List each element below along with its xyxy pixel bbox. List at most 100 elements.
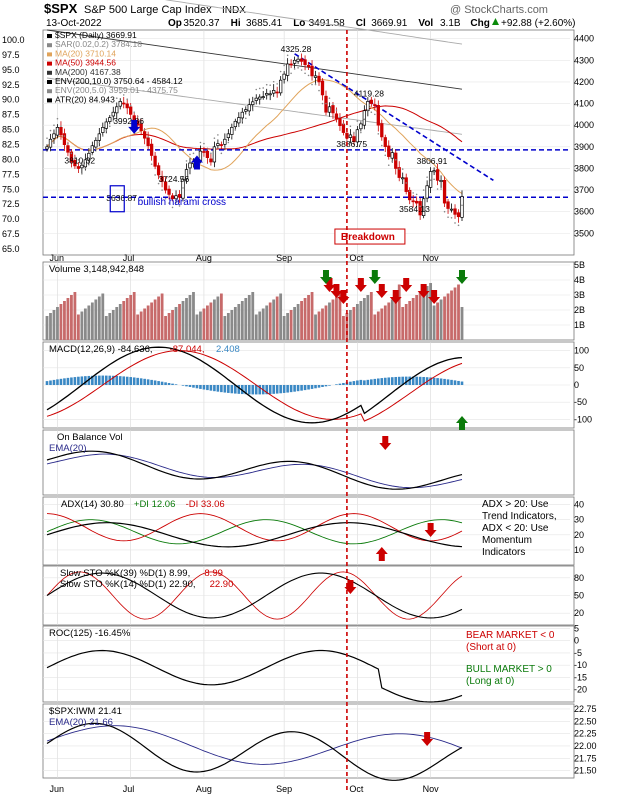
candle-body [91,146,94,153]
volume-bar [457,285,460,341]
macd-histogram-bar [168,383,171,385]
candle-body [206,151,209,157]
candle-body [251,102,254,105]
macd-histogram-bar [297,385,300,391]
panel-legend: $SPX:IWM 21.41 [49,706,122,717]
volume-tick-label: 1B [574,320,585,330]
volume-bar [112,310,115,340]
month-label: Jul [123,784,135,794]
volume-bar [447,294,450,341]
macd-histogram-bar [74,377,77,385]
macd-histogram-bar [377,378,380,385]
roc-note: (Long at 0) [466,676,514,687]
macd-histogram-bar [53,380,56,385]
price-label: 4119.28 [354,88,384,98]
candle-body [461,197,464,218]
volume-bar [359,301,362,340]
macd-histogram-bar [443,379,446,385]
volume-bar [140,312,143,341]
sar-dot [203,143,205,145]
macd-histogram-bar [356,380,359,385]
candle-body [77,167,80,169]
volume-bar [272,300,275,341]
candle-body [290,64,293,65]
volume-bar [46,316,49,340]
candle-body [53,134,56,138]
candle-body [377,105,380,125]
macd-histogram-bar [67,378,70,385]
left-axis-tick-label: 77.5 [2,169,20,179]
sar-dot [332,103,334,105]
sar-dot [161,189,163,191]
breakdown-label: Breakdown [341,232,395,243]
sar-dot [133,111,135,113]
macd-histogram-bar [126,377,129,385]
left-axis-tick-label: 70.0 [2,214,20,224]
candle-body [56,127,59,135]
volume-bar [164,316,167,340]
candle-body [189,163,192,168]
macd-histogram-bar [447,379,450,385]
macd-histogram-bar [325,385,328,386]
sar-dot [290,72,292,74]
candle-body [49,139,52,147]
volume-bar [248,295,251,340]
volume-bar [227,313,230,340]
candle-body [217,144,220,146]
macd-histogram-bar [98,376,101,385]
volume-bar [258,312,261,341]
roc-tick-label: -15 [574,672,587,682]
macd-histogram-bar [231,385,234,393]
macd-histogram-bar [440,378,443,385]
candle-body [307,65,310,67]
up-arrow-icon [376,547,388,561]
obv-ema-line [47,454,462,488]
sar-dot [308,75,310,77]
volume-bar [115,307,118,340]
volume-bar [391,300,394,341]
macd-histogram-bar [387,377,390,385]
month-label: Aug [196,784,212,794]
sar-dot [262,87,264,89]
sar-dot [381,145,383,147]
macd-panel: MACD(12,26,9) -84.636,-87.044,2.408 [46,344,468,430]
macd-histogram-bar [461,382,464,385]
volume-bar [436,303,439,341]
panel-legend: -DI 33.06 [186,499,225,510]
macd-histogram-bar [318,385,321,388]
watermark: @ StockCharts.com [450,4,548,16]
roc-note: BEAR MARKET < 0 [466,630,555,641]
candle-body [143,132,146,139]
volume-bar [189,295,192,340]
volume-bar [363,298,366,340]
price-tick-label: 4200 [574,77,594,87]
symbol: $SPX [44,1,78,16]
macd-histogram-bar [206,385,209,390]
panel-legend: Slow STO %K(14) %D(1) 22.90, [60,579,196,590]
sar-dot [95,148,97,150]
sar-dot [304,72,306,74]
volume-bar [342,316,345,340]
candle-body [105,122,108,128]
sar-dot [398,168,400,170]
candle-body [436,170,439,181]
price-tick-label: 3900 [574,142,594,152]
sar-dot [325,103,327,105]
sar-dot [85,168,87,170]
candle-body [224,139,227,144]
sar-dot [343,123,345,125]
month-label: Jun [49,253,64,263]
sar-dot [412,192,414,194]
sar-dot [154,174,156,176]
candle-body [450,209,453,210]
macd-histogram-bar [136,378,139,385]
macd-histogram-bar [255,385,258,394]
candle-body [147,138,150,146]
macd-histogram-bar [60,379,63,385]
candle-body [269,94,272,95]
macd-tick-label: 50 [574,363,584,373]
volume-bar [182,301,185,340]
macd-histogram-bar [143,379,146,385]
candle-body [150,144,153,155]
sar-dot [245,117,247,119]
